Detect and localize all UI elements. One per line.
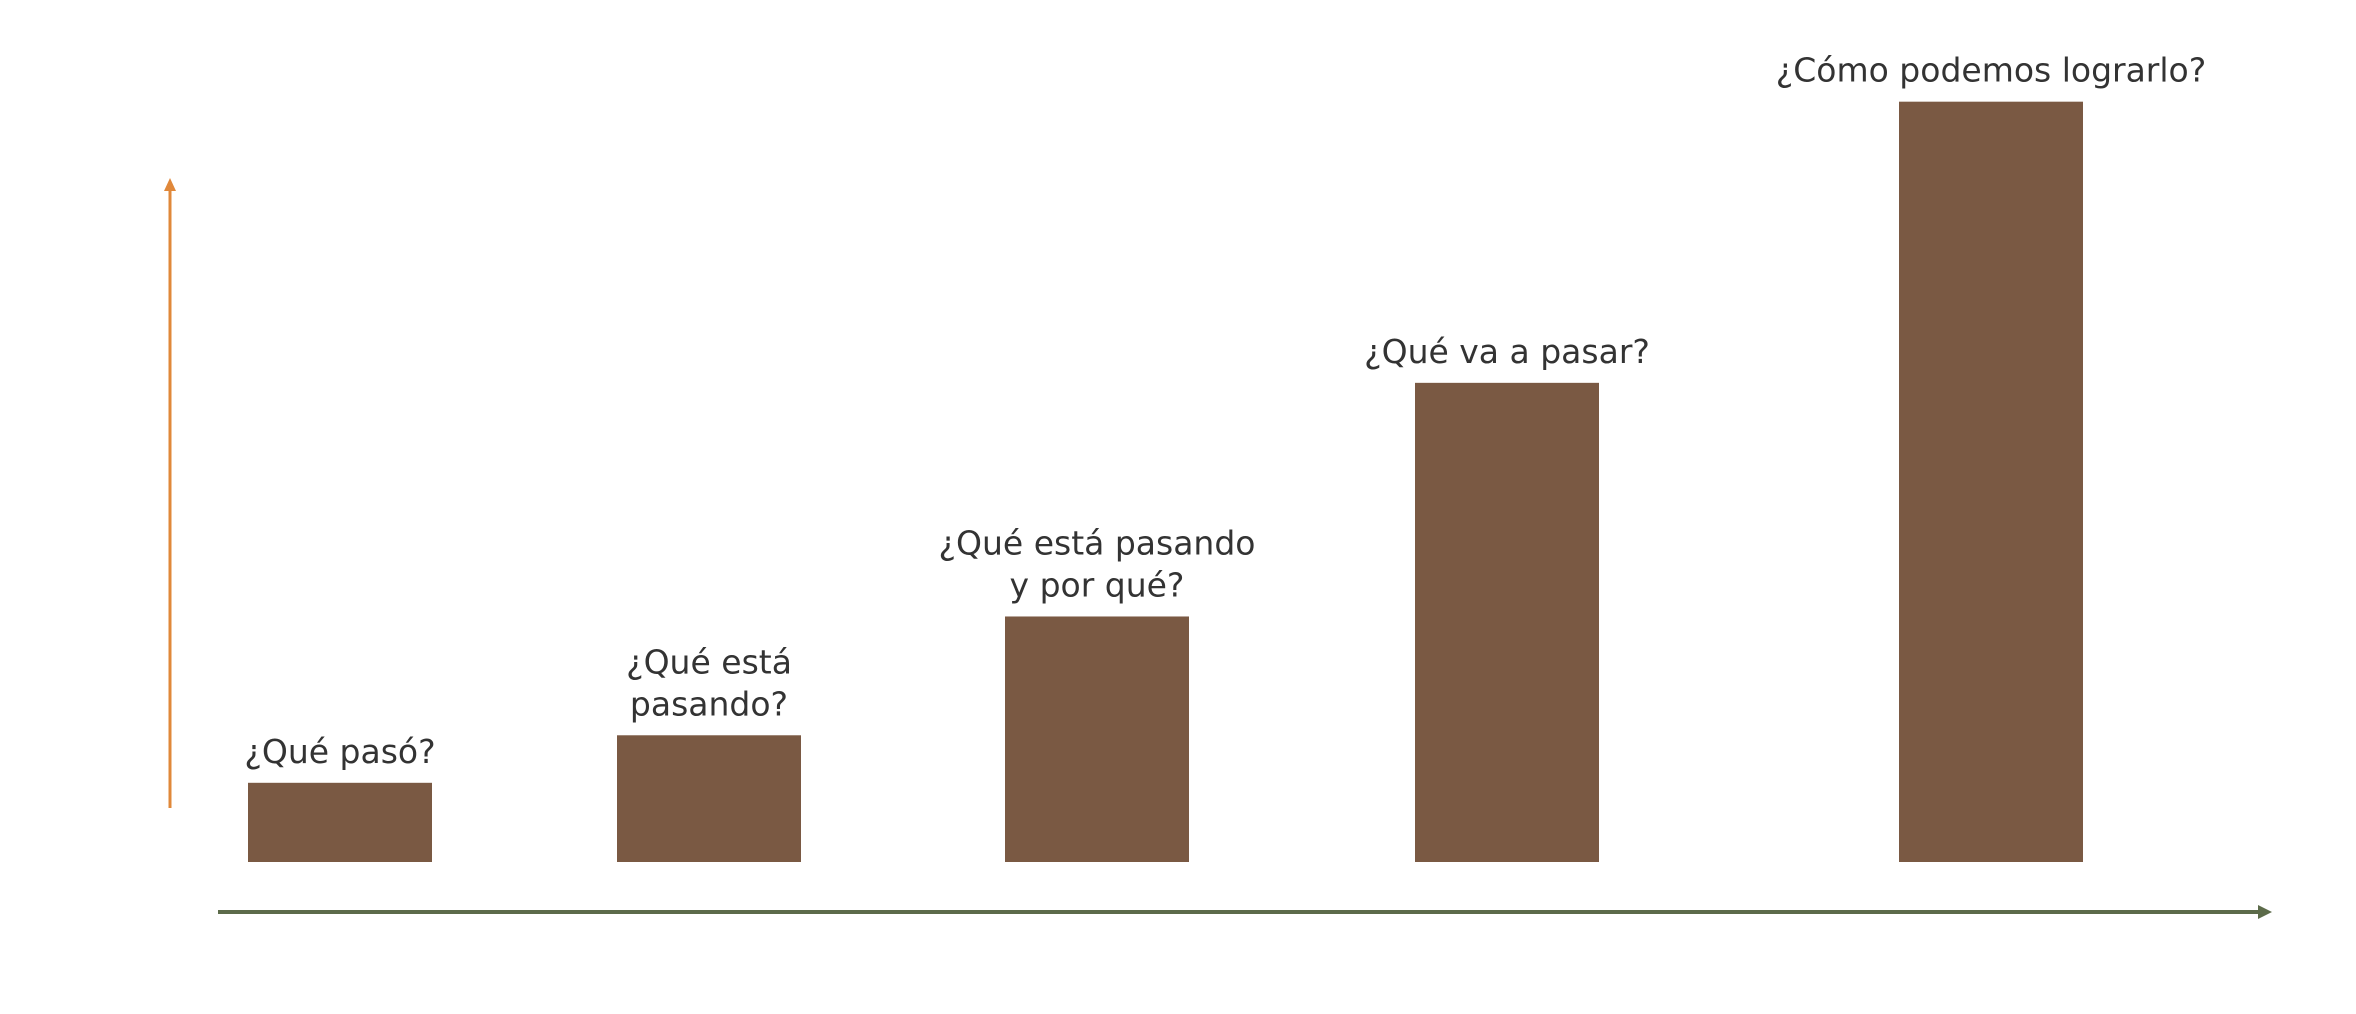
- bar-label-1: ¿Qué pasó?: [244, 732, 435, 771]
- y-axis-arrowhead: [164, 178, 176, 191]
- bar-label-3-line-2: y por qué?: [1010, 565, 1185, 604]
- bar-label-3-line-1: ¿Qué está pasando: [939, 523, 1256, 562]
- bar-label-1-line-1: ¿Qué pasó?: [244, 732, 435, 771]
- bar-label-4: ¿Qué va a pasar?: [1364, 332, 1650, 371]
- bar-2: [617, 735, 801, 862]
- bar-1: [248, 782, 432, 862]
- bar-5: [1899, 101, 2083, 863]
- bar-label-2: ¿Qué está pasando?: [626, 642, 792, 723]
- bar-label-5-line-1: ¿Cómo podemos lograrlo?: [1776, 51, 2207, 90]
- bar-label-2-line-1: ¿Qué está: [626, 642, 792, 681]
- bar-label-5: ¿Cómo podemos lograrlo?: [1776, 51, 2207, 90]
- bar-label-4-line-1: ¿Qué va a pasar?: [1364, 332, 1650, 371]
- bar-label-3: ¿Qué está pasando y por qué?: [939, 523, 1256, 604]
- bar-3: [1005, 616, 1189, 862]
- bar-label-2-line-2: pasando?: [630, 684, 788, 723]
- bar-4: [1415, 382, 1599, 862]
- x-axis-arrowhead: [2258, 905, 2272, 919]
